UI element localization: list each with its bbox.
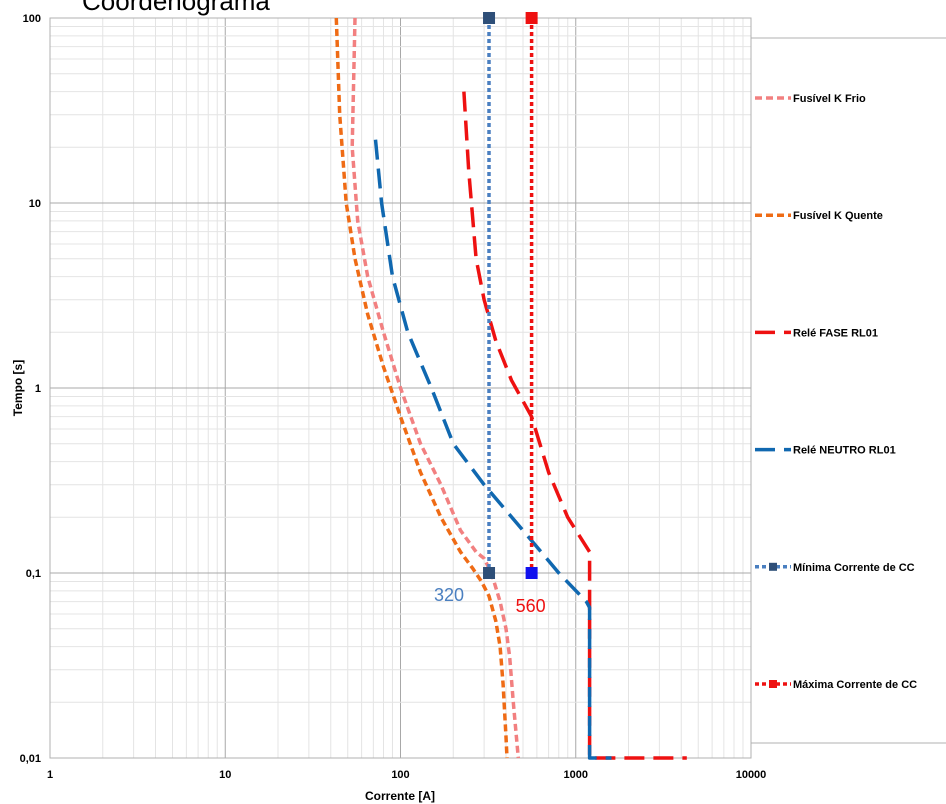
y-tick-label: 10	[29, 198, 41, 210]
marker-maxima-corrente-de-cc	[525, 567, 538, 579]
marker-minima-corrente-de-cc	[483, 12, 496, 24]
marker-minima-corrente-de-cc	[483, 567, 496, 579]
series-line-rele-fase-rl01	[462, 91, 687, 760]
legend-marker	[769, 562, 777, 571]
legend-entry-fusivel-k-frio: Fusível K Frio	[793, 93, 866, 105]
tick-labels: 1 10 100 1000 10000 0,01 0,1 1 10 100	[20, 13, 767, 781]
y-tick-label: 1	[35, 383, 41, 395]
x-tick-label: 1	[47, 769, 53, 781]
marker-maxima-corrente-de-cc	[525, 12, 538, 24]
legend-marker	[769, 680, 777, 688]
annotation-label: 560	[516, 596, 546, 616]
x-tick-label: 100	[391, 769, 409, 781]
y-tick-label: 0,1	[26, 568, 41, 580]
legend-entry-rele-fase-rl01: Relé FASE RL01	[793, 327, 878, 339]
series-line-rele-neutro-rl01	[373, 139, 612, 760]
annotation-group: 320 560	[434, 585, 546, 616]
series-line-fusivel-k-quente	[334, 17, 509, 759]
series-group	[334, 17, 687, 760]
legend-entry-rele-neutro-rl01: Relé NEUTRO RL01	[793, 445, 896, 457]
grid	[50, 18, 751, 758]
x-tick-label: 10000	[736, 769, 767, 781]
y-tick-label: 100	[23, 13, 41, 25]
y-axis-label: Tempo [s]	[11, 360, 25, 416]
x-axis-label: Corrente [A]	[365, 789, 435, 803]
series-line-fusivel-k-frio	[350, 17, 521, 759]
legend-entry-minima-corrente-de-cc: Mínima Corrente de CC	[793, 562, 915, 574]
legend-entry-fusivel-k-quente: Fusível K Quente	[793, 210, 883, 222]
marker-group	[483, 12, 538, 579]
y-tick-label: 0,01	[20, 753, 41, 765]
plot-frame	[49, 17, 752, 759]
x-tick-label: 1000	[564, 769, 588, 781]
x-tick-label: 10	[219, 769, 231, 781]
annotation-label: 320	[434, 585, 464, 605]
chart-title: Coordenograma	[82, 0, 270, 16]
legend: Fusível K Frio Fusível K Quente Relé FASE …	[751, 37, 946, 744]
legend-entry-maxima-corrente-de-cc: Máxima Corrente de CC	[793, 679, 917, 691]
